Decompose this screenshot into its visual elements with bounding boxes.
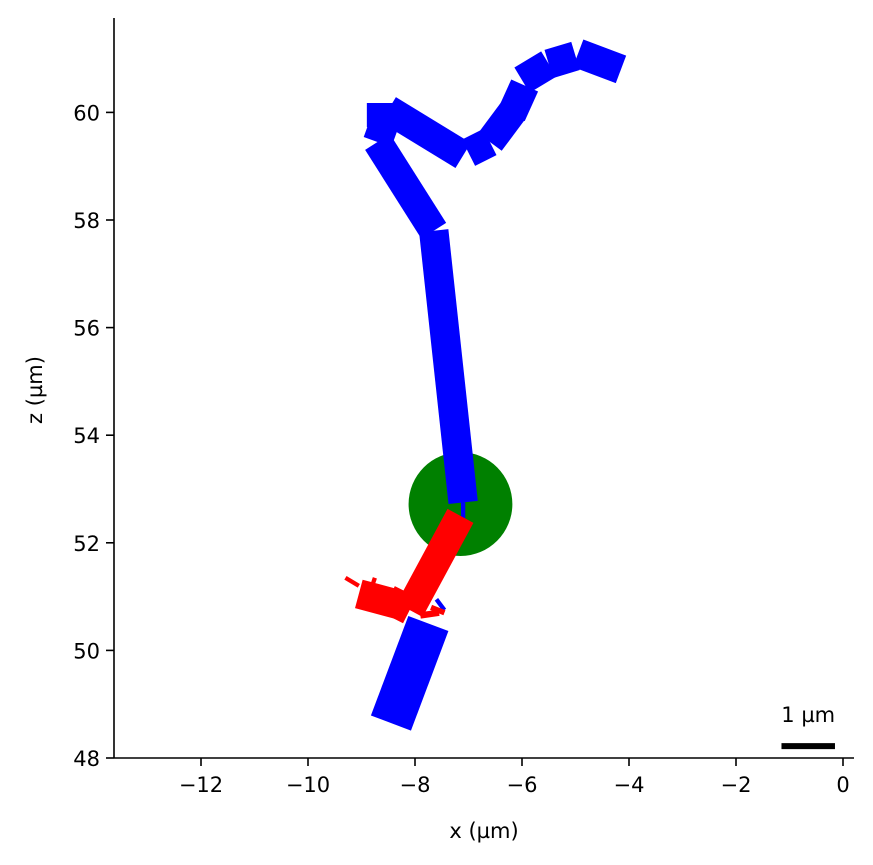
segment-0-6 xyxy=(478,100,526,151)
segment-1-0 xyxy=(396,508,474,618)
x-tick-label: −12 xyxy=(179,773,223,797)
segment-0-7 xyxy=(497,79,539,122)
x-tick-label: 0 xyxy=(836,773,849,797)
segment-0-5 xyxy=(461,128,497,166)
y-tick-label: 58 xyxy=(73,209,100,233)
segment-0-8 xyxy=(514,51,557,93)
x-tick-label: −2 xyxy=(721,773,752,797)
segment-0-10 xyxy=(572,39,627,84)
x-ticks: −12 −10 −8 −6 −4 −2 0 xyxy=(179,758,850,797)
segment-0-12 xyxy=(434,598,447,612)
segment-1-6 xyxy=(430,604,446,616)
x-tick-label: −8 xyxy=(400,773,431,797)
soma xyxy=(408,452,513,556)
segment-0-1 xyxy=(365,134,447,239)
segment-1-5 xyxy=(419,609,440,619)
x-axis-label: x (µm) xyxy=(449,819,518,843)
y-tick-label: 60 xyxy=(73,101,100,125)
segment-0-13 xyxy=(370,615,449,731)
scalebar-label: 1 µm xyxy=(781,703,835,727)
y-axis-label: z (µm) xyxy=(23,356,47,424)
x-tick-label: −6 xyxy=(507,773,538,797)
x-tick-label: −10 xyxy=(286,773,330,797)
plot-area xyxy=(344,39,627,731)
y-tick-label: 56 xyxy=(73,317,100,341)
y-tick-label: 52 xyxy=(73,532,100,556)
y-tick-label: 48 xyxy=(73,747,100,771)
segment-0-9 xyxy=(544,41,580,79)
segment-0-0 xyxy=(419,229,478,505)
segment-0-4 xyxy=(380,97,471,168)
segment-1-3 xyxy=(344,575,360,588)
x-tick-label: −4 xyxy=(614,773,645,797)
scalebar: 1 µm xyxy=(781,703,835,750)
segment-1-2 xyxy=(355,579,403,619)
axes: −12 −10 −8 −6 −4 −2 0 48 50 52 54 56 58 60 x (µm) z … xyxy=(23,18,854,843)
y-tick-label: 54 xyxy=(73,424,100,448)
y-tick-label: 50 xyxy=(73,639,100,663)
segment-1-4 xyxy=(370,577,377,587)
y-ticks: 48 50 52 54 56 58 60 xyxy=(73,101,114,771)
